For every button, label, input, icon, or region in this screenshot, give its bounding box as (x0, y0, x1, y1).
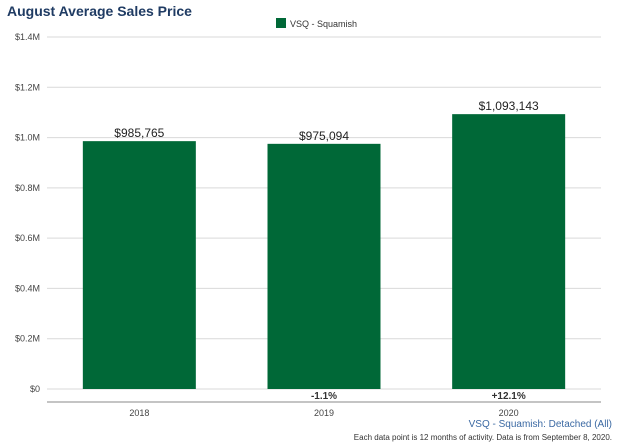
x-axis-ticks: 2018 2019 2020 (129, 408, 518, 418)
y-tick-label: $0.6M (15, 233, 40, 243)
y-tick-label: $0.8M (15, 183, 40, 193)
data-label: $985,765 (114, 126, 164, 140)
legend-swatch (276, 18, 286, 28)
x-tick-label: 2018 (129, 408, 149, 418)
change-label: -1.1% (311, 391, 337, 402)
legend: VSQ - Squamish (276, 18, 357, 29)
bar (452, 114, 566, 389)
y-axis-ticks: $0 $0.2M $0.4M $0.6M $0.8M $1.0M $1.2M $1.4M (15, 32, 40, 394)
y-tick-label: $0 (30, 384, 40, 394)
bar (267, 143, 381, 389)
change-label: +12.1% (492, 391, 526, 402)
y-tick-label: $0.4M (15, 283, 40, 293)
bar (82, 141, 196, 389)
y-tick-label: $1.2M (15, 82, 40, 92)
y-tick-label: $1.0M (15, 133, 40, 143)
y-tick-label: $0.2M (15, 334, 40, 344)
legend-label: VSQ - Squamish (290, 19, 357, 29)
chart-title: August Average Sales Price (7, 3, 192, 19)
x-tick-label: 2020 (499, 408, 519, 418)
data-label: $975,094 (299, 129, 349, 143)
x-tick-label: 2019 (314, 408, 334, 418)
source-note: Each data point is 12 months of activity… (353, 433, 612, 442)
data-label: $1,093,143 (479, 99, 539, 113)
bars (82, 114, 566, 389)
series-note[interactable]: VSQ - Squamish: Detached (All) (468, 419, 612, 430)
data-labels: $985,765 $975,094 -1.1% $1,093,143 +12.1% (114, 99, 539, 402)
y-tick-label: $1.4M (15, 32, 40, 42)
